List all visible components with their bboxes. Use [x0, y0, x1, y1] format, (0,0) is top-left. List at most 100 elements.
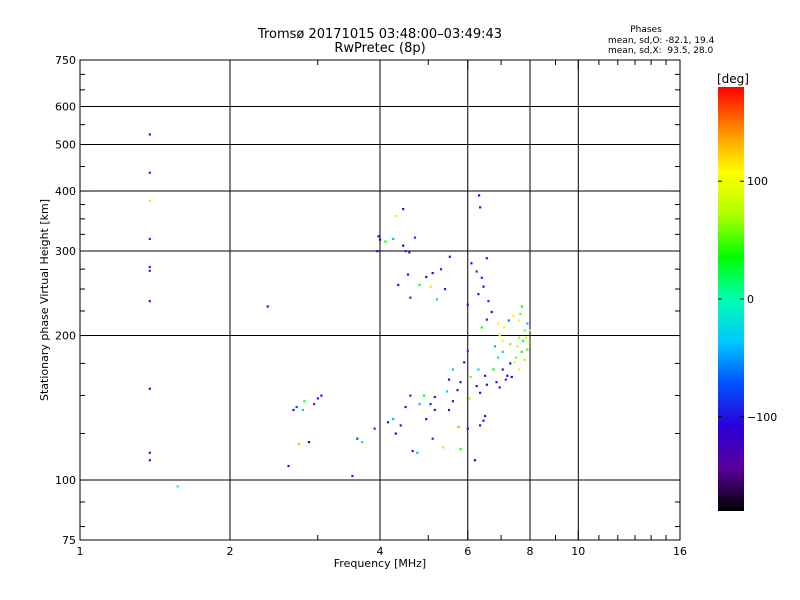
data-point: [485, 318, 488, 321]
data-point: [429, 403, 432, 406]
data-point: [482, 285, 485, 288]
data-point: [386, 421, 390, 424]
data-point: [468, 397, 471, 400]
data-point: [459, 448, 462, 451]
data-point: [480, 276, 483, 279]
x-tick-label: 10: [571, 545, 585, 558]
data-point: [445, 390, 449, 393]
data-point: [148, 265, 151, 269]
data-point: [441, 446, 445, 449]
data-point: [148, 269, 151, 272]
data-point: [498, 334, 501, 337]
data-point: [469, 375, 472, 379]
data-point: [425, 275, 428, 279]
y-tick-label: 100: [55, 474, 76, 487]
data-point: [466, 303, 469, 306]
data-point: [520, 305, 523, 308]
data-point: [443, 288, 447, 291]
data-point: [487, 300, 490, 303]
data-point: [519, 312, 522, 315]
x-tick-label: 6: [464, 545, 471, 558]
data-point: [495, 381, 498, 384]
data-point: [473, 459, 477, 462]
data-point: [376, 250, 379, 253]
data-point: [451, 400, 455, 403]
data-point: [439, 268, 443, 271]
data-point: [479, 391, 482, 394]
data-point: [316, 397, 319, 400]
data-point: [503, 326, 506, 329]
data-point: [313, 403, 316, 406]
data-point: [148, 300, 151, 303]
data-point: [301, 408, 305, 412]
x-axis: 1 2 4 6 8 10 16: [77, 60, 687, 558]
data-point: [493, 345, 497, 348]
data-point: [485, 257, 488, 260]
data-point: [516, 345, 519, 348]
data-point: [422, 394, 426, 397]
data-point: [429, 285, 432, 288]
data-point: [480, 326, 483, 329]
data-point: [529, 329, 532, 332]
data-point: [392, 418, 395, 421]
data-point: [425, 418, 428, 421]
data-point: [517, 336, 521, 339]
data-point: [351, 474, 354, 478]
data-point: [266, 305, 269, 308]
data-point: [404, 405, 407, 409]
colorbar: [718, 87, 744, 511]
data-point: [520, 350, 523, 353]
data-point: [447, 408, 451, 412]
data-point: [498, 386, 501, 389]
data-point: [379, 238, 382, 241]
data-point: [384, 240, 387, 243]
data-point: [409, 296, 412, 299]
data-point: [524, 336, 528, 339]
x-tick-label: 4: [377, 545, 384, 558]
x-tick-label: 1: [77, 545, 84, 558]
y-tick-label: 400: [55, 185, 76, 198]
y-tick-label: 200: [55, 330, 76, 343]
data-point: [501, 350, 504, 353]
data-point: [515, 356, 518, 359]
data-point: [448, 255, 451, 258]
data-point: [470, 262, 473, 265]
stats-line-o: mean, sd,O: -82.1, 19.4: [608, 36, 715, 46]
data-point: [287, 464, 290, 468]
data-point: [303, 400, 306, 403]
data-point: [356, 437, 359, 440]
data-point: [148, 133, 151, 136]
data-point: [394, 432, 397, 435]
chart-title: Tromsø 20171015 03:48:00–03:49:43: [257, 27, 502, 42]
data-point: [523, 329, 526, 332]
data-point: [447, 378, 451, 381]
data-point: [506, 374, 509, 377]
data-point: [292, 408, 295, 412]
data-point: [413, 236, 417, 239]
stats-line-x: mean, sd,X: 93.5, 28.0: [608, 46, 714, 56]
y-tick-label: 750: [55, 54, 76, 67]
data-point: [504, 378, 507, 381]
data-point: [456, 389, 459, 392]
x-axis-label: Frequency [MHz]: [334, 557, 426, 570]
data-point: [392, 237, 395, 241]
data-point: [517, 319, 521, 322]
x-tick-label: 2: [227, 545, 234, 558]
data-point: [501, 368, 504, 371]
y-axis-label: Stationary phase Virtual Height [km]: [38, 199, 51, 401]
data-point: [295, 405, 298, 409]
y-tick-label: 600: [55, 101, 76, 114]
data-point: [517, 368, 521, 371]
grid-lines: [80, 60, 680, 540]
y-tick-label: 500: [55, 139, 76, 152]
data-point: [433, 395, 436, 399]
data-point: [408, 251, 411, 254]
data-point: [510, 375, 513, 379]
data-point: [418, 283, 421, 287]
data-point: [484, 374, 487, 377]
data-point: [496, 356, 500, 359]
y-tick-label: 75: [62, 534, 76, 547]
data-point: [176, 485, 179, 488]
data-point: [320, 394, 323, 397]
